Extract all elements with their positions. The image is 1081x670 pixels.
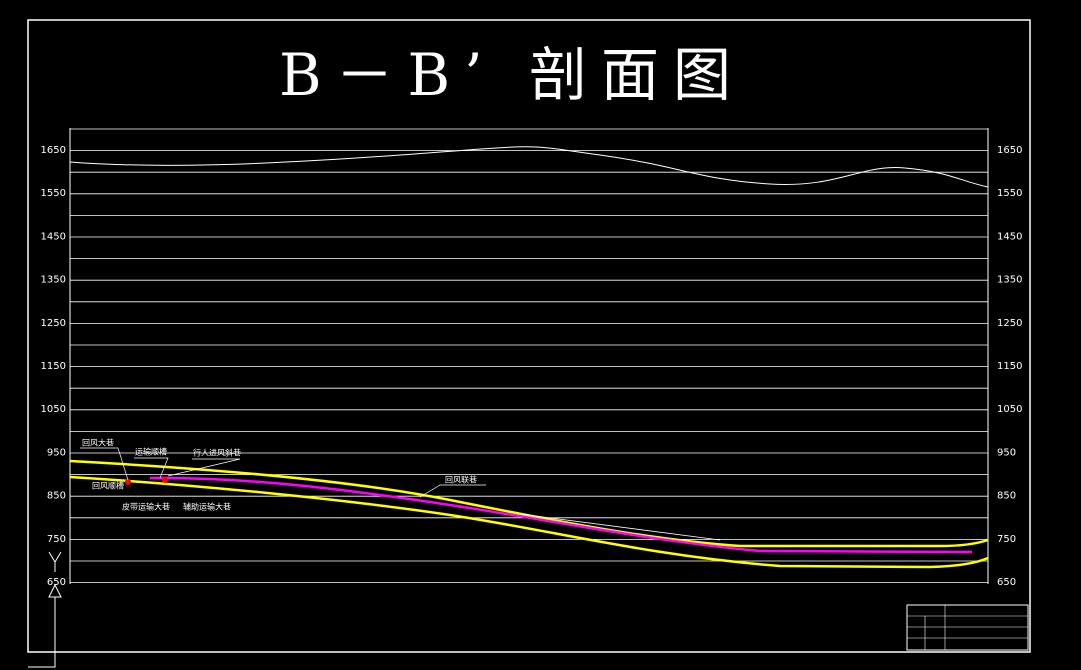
roadway (149, 476, 973, 554)
ucs-arrow (48, 583, 62, 598)
right-tick-label: 1450 (997, 231, 1022, 242)
roadway-point (125, 479, 131, 485)
right-tick-label: 1650 (997, 145, 1022, 156)
right-tick-label: 750 (997, 534, 1016, 545)
annotation: 运输顺槽 (135, 447, 167, 457)
left-tick-label: 1450 (41, 231, 66, 242)
left-tick-label: 950 (47, 447, 66, 458)
right-tick-label: 1050 (997, 404, 1022, 415)
leader (167, 458, 241, 477)
left-tick-label: 1650 (41, 145, 66, 156)
title: B－B’ 剖面图 (279, 41, 745, 109)
left-tick-label: 1250 (41, 318, 66, 329)
leader (80, 447, 129, 481)
left-tick-label: 850 (47, 491, 66, 502)
right-tick-label: 1350 (997, 275, 1022, 286)
annotation: 行人进风斜巷 (193, 448, 241, 458)
right-tick-label: 950 (997, 447, 1016, 458)
right-tick-label: 1550 (997, 188, 1022, 199)
right-tick-label: 1150 (997, 361, 1022, 372)
roadway-point (162, 477, 168, 483)
left-tick-label: 650 (47, 577, 66, 588)
title-block (906, 604, 1029, 651)
annotations: 回风大巷 运输顺槽 行人进风斜巷 回风顺槽 皮带运输大巷 辅助运输大巷 回风联巷 (80, 438, 486, 512)
surface-line (69, 146, 989, 188)
annotation: 皮带运输大巷 (122, 502, 170, 512)
right-tick-label: 650 (997, 577, 1016, 588)
roadway-outline (519, 513, 721, 541)
title-block-frame (906, 604, 1029, 651)
seam-roof (69, 459, 989, 548)
left-tick-label: 1050 (41, 404, 66, 415)
left-tick-label: 1150 (41, 361, 66, 372)
right-tick-label: 850 (997, 491, 1016, 502)
seam-floor (69, 475, 989, 569)
annotation: 回风联巷 (445, 476, 477, 485)
left-tick-label: 1350 (41, 275, 66, 286)
ucs-line (28, 597, 56, 668)
frame (27, 19, 1031, 653)
leader (134, 457, 169, 479)
left-tick-label: 1550 (41, 188, 66, 199)
grid: 1650 1550 1450 1350 1250 1150 1050 950 850 750 650… (41, 128, 1022, 588)
annotation: 回风大巷 (82, 438, 114, 448)
leader (419, 484, 486, 498)
annotation: 辅助运输大巷 (183, 502, 231, 512)
right-tick-label: 1250 (997, 318, 1022, 329)
annotation: 回风顺槽 (92, 481, 124, 491)
left-tick-label: 750 (47, 534, 66, 545)
